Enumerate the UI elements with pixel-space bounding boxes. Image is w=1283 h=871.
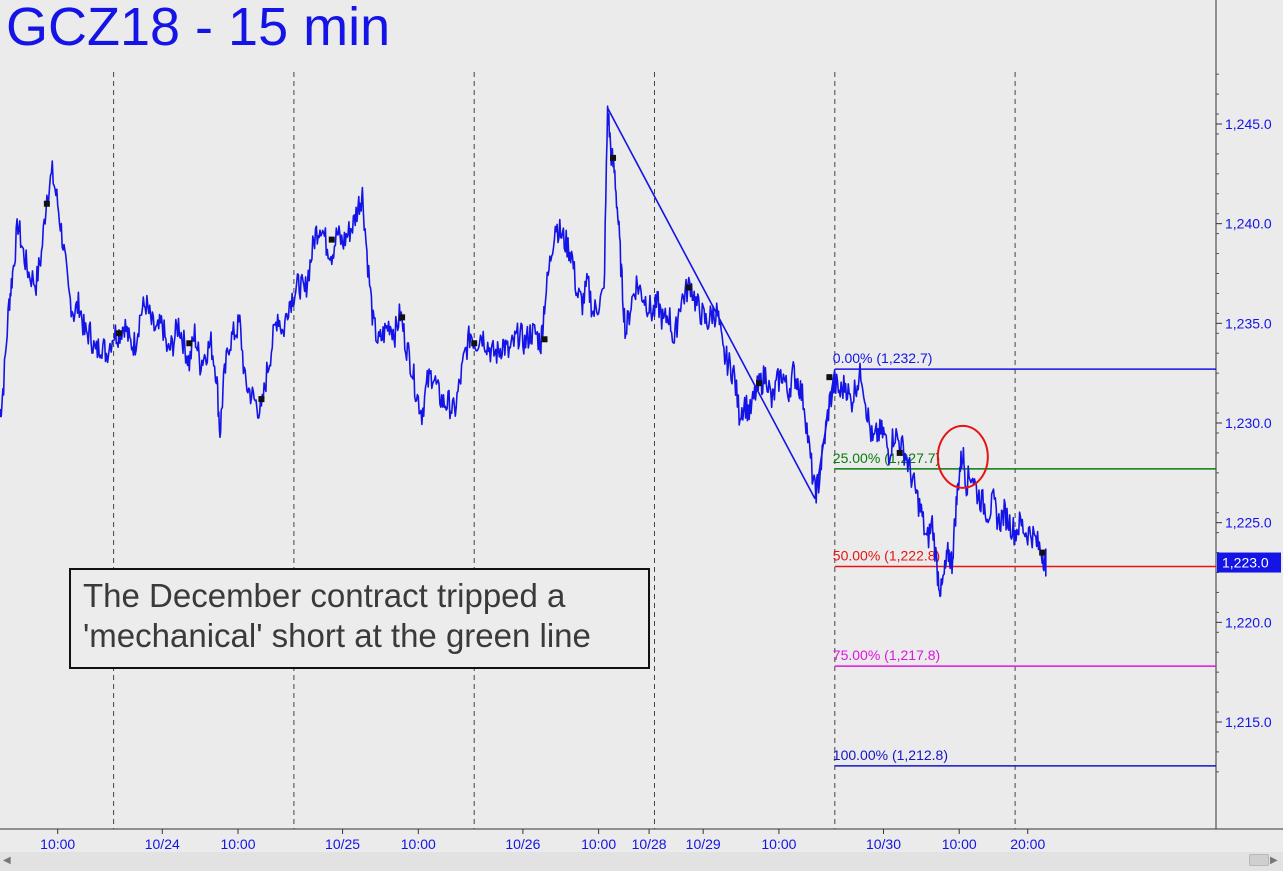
data-marker bbox=[610, 154, 617, 161]
fib-level-label: 25.00% (1,227.7) bbox=[833, 450, 940, 466]
data-marker bbox=[826, 374, 833, 381]
annotation-line-1: The December contract tripped a bbox=[83, 577, 566, 614]
data-marker bbox=[186, 340, 193, 347]
scroll-right-icon[interactable]: ▶ bbox=[1270, 855, 1278, 866]
data-marker bbox=[328, 236, 335, 243]
annotation-box: The December contract tripped a 'mechani… bbox=[69, 568, 650, 669]
data-marker bbox=[896, 449, 903, 456]
x-tick-label: 20:00 bbox=[1010, 836, 1045, 852]
data-marker bbox=[471, 340, 478, 347]
y-tick-label: 1,220.0 bbox=[1225, 614, 1272, 630]
y-tick-label: 1,235.0 bbox=[1225, 315, 1272, 331]
x-tick-label: 10/29 bbox=[686, 836, 721, 852]
price-series-line bbox=[0, 105, 1047, 598]
x-tick-label: 10/30 bbox=[866, 836, 901, 852]
fib-level-label: 100.00% (1,212.8) bbox=[833, 747, 948, 763]
y-tick-label: 1,225.0 bbox=[1225, 515, 1272, 531]
scrollbar-track bbox=[0, 852, 1283, 871]
data-marker bbox=[685, 284, 692, 291]
x-tick-label: 10/26 bbox=[505, 836, 540, 852]
data-marker bbox=[756, 380, 763, 387]
x-tick-label: 10:00 bbox=[581, 836, 616, 852]
x-tick-label: 10:00 bbox=[40, 836, 75, 852]
data-marker bbox=[258, 396, 265, 403]
highlight-circle bbox=[936, 424, 989, 489]
y-tick-label: 1,215.0 bbox=[1225, 714, 1272, 730]
fib-level-label: 75.00% (1,217.8) bbox=[833, 647, 940, 663]
data-marker bbox=[1039, 549, 1046, 556]
x-tick-label: 10/28 bbox=[632, 836, 667, 852]
y-tick-label: 1,245.0 bbox=[1225, 116, 1272, 132]
x-tick-label: 10:00 bbox=[220, 836, 255, 852]
x-tick-label: 10:00 bbox=[401, 836, 436, 852]
x-tick-label: 10:00 bbox=[761, 836, 796, 852]
last-price-tag bbox=[1217, 552, 1281, 573]
annotation-line-2: 'mechanical' short at the green line bbox=[83, 617, 591, 654]
fib-level-label: 0.00% (1,232.7) bbox=[833, 350, 933, 366]
x-tick-label: 10/25 bbox=[325, 836, 360, 852]
data-marker bbox=[116, 330, 122, 337]
y-tick-label: 1,230.0 bbox=[1225, 415, 1272, 431]
fib-level-label: 50.00% (1,222.8) bbox=[833, 548, 940, 564]
data-marker bbox=[43, 200, 50, 207]
horizontal-scrollbar-thumb[interactable] bbox=[1249, 854, 1269, 866]
swing-line bbox=[606, 107, 816, 500]
y-tick-label: 1,240.0 bbox=[1225, 216, 1272, 232]
scroll-left-icon[interactable]: ◀ bbox=[3, 855, 11, 866]
data-marker bbox=[541, 336, 548, 343]
chart-title: GCZ18 - 15 min bbox=[6, 0, 391, 57]
data-marker bbox=[399, 314, 406, 321]
last-price-label: 1,223.0 bbox=[1222, 555, 1269, 571]
x-tick-label: 10/24 bbox=[145, 836, 180, 852]
x-tick-label: 10:00 bbox=[942, 836, 977, 852]
